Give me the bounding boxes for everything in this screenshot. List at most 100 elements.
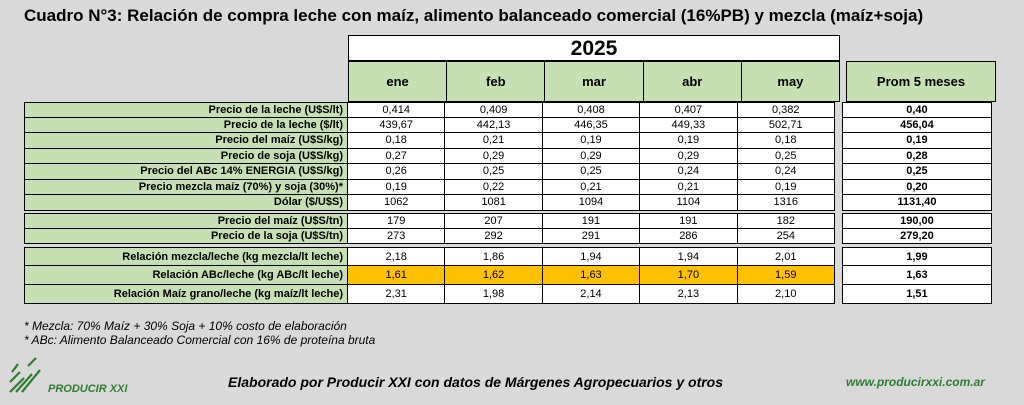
value-cell: 0,27: [347, 147, 446, 164]
price-group: Precio de la leche (U$S/lt) 0,414 0,409 0,4…: [24, 102, 992, 211]
row-label: Precio de la leche (U$S/lt): [24, 102, 348, 118]
value-cell: 0,19: [347, 178, 446, 195]
value-cell: 2,10: [736, 284, 835, 304]
row-label: Relación Maíz grano/leche (kg maíz/lt le…: [24, 284, 348, 304]
value-cell: 1,61: [347, 265, 446, 285]
value-cell: 0,22: [444, 178, 543, 195]
year-header: 2025: [348, 35, 840, 61]
month-header: mar: [544, 61, 644, 102]
average-cell: 0,25: [841, 163, 992, 180]
website-link[interactable]: www.producirxxi.com.ar: [846, 375, 985, 389]
logo-text: PRODUCIR XXI: [48, 383, 128, 395]
average-cell: 1,51: [841, 284, 992, 304]
row-label: Precio del maíz (U$S/kg): [24, 132, 348, 149]
average-header: Prom 5 meses: [846, 61, 996, 102]
row-label: Precio de la soja (U$S/tn): [24, 227, 348, 244]
row-label: Precio del ABc 14% ENERGIA (U$S/kg): [24, 163, 348, 180]
value-cell: 0,18: [736, 132, 835, 149]
value-cell: 1,86: [444, 247, 543, 266]
column-gap: [835, 247, 842, 266]
table-row: Precio mezcla maíz (70%) y soja (30%)* 0,…: [24, 178, 992, 196]
average-cell: 0,28: [841, 147, 992, 164]
month-header: abr: [642, 61, 742, 102]
value-cell: 1316: [736, 194, 835, 211]
value-cell: 0,21: [541, 178, 641, 195]
average-cell: 190,00: [841, 213, 992, 229]
value-cell: 2,13: [639, 284, 738, 304]
column-gap: [835, 213, 842, 229]
month-header: may: [740, 61, 841, 102]
column-gap: [835, 285, 842, 304]
value-cell: 502,71: [736, 116, 835, 133]
table-row: Precio del ABc 14% ENERGIA (U$S/kg) 0,26 0…: [24, 163, 992, 180]
value-cell: 439,67: [347, 116, 446, 133]
value-cell: 2,31: [347, 284, 446, 304]
footnote-abc: * ABc: Alimento Balanceado Comercial con…: [24, 333, 376, 347]
value-cell: 2,18: [347, 247, 446, 266]
average-cell: 456,04: [841, 116, 992, 133]
ratio-group: Relación mezcla/leche (kg mezcla/lt lech…: [24, 247, 992, 304]
row-label: Precio de soja (U$S/kg): [24, 147, 348, 164]
row-label: Precio mezcla maíz (70%) y soja (30%)*: [24, 178, 348, 195]
value-cell: 1,98: [444, 284, 543, 304]
value-cell: 0,19: [541, 132, 641, 149]
value-cell: 1062: [347, 194, 446, 211]
month-header-row: ene feb mar abr may: [348, 61, 841, 102]
value-cell: 292: [444, 227, 543, 244]
footnote-mezcla: * Mezcla: 70% Maíz + 30% Soja + 10% cost…: [24, 319, 347, 333]
value-cell: 1104: [639, 194, 738, 211]
value-cell: 0,408: [541, 102, 641, 118]
value-cell: 0,29: [541, 147, 641, 164]
value-cell: 0,24: [639, 163, 738, 180]
value-cell: 0,19: [736, 178, 835, 195]
value-cell: 1094: [541, 194, 641, 211]
value-cell: 0,25: [444, 163, 543, 180]
average-cell: 279,20: [841, 227, 992, 244]
value-cell: 0,21: [444, 132, 543, 149]
value-cell: 207: [444, 213, 543, 229]
row-label: Dólar ($/U$S): [24, 194, 348, 211]
value-cell: 0,19: [639, 132, 738, 149]
value-cell: 291: [541, 227, 641, 244]
value-cell: 0,26: [347, 163, 446, 180]
table-row: Precio del maíz (U$S/tn) 179 207 191 191 182 1…: [24, 213, 992, 229]
value-cell: 0,382: [736, 102, 835, 118]
table-row: Dólar ($/U$S) 1062 1081 1094 1104 1316 1131,40: [24, 194, 992, 211]
producir-logo: [9, 357, 41, 393]
value-cell: 0,21: [639, 178, 738, 195]
value-cell: 1,94: [639, 247, 738, 266]
value-cell: 0,414: [347, 102, 446, 118]
row-label: Relación ABc/leche (kg ABc/lt leche): [24, 265, 348, 285]
source-footer: Elaborado por Producir XXI con datos de …: [228, 374, 724, 390]
column-gap: [835, 180, 842, 196]
column-gap: [835, 133, 842, 149]
value-cell: 0,25: [736, 147, 835, 164]
table-row: Relación Maíz grano/leche (kg maíz/lt le…: [24, 284, 992, 304]
row-label: Relación mezcla/leche (kg mezcla/lt lech…: [24, 247, 348, 266]
table-row: Precio de la soja (U$S/tn) 273 292 291 286 25…: [24, 227, 992, 244]
table-row: Precio del maíz (U$S/kg) 0,18 0,21 0,19 0,19…: [24, 132, 992, 149]
value-cell: 0,24: [736, 163, 835, 180]
average-cell: 0,40: [841, 102, 992, 118]
table-row: Precio de la leche (U$S/lt) 0,414 0,409 0,4…: [24, 102, 992, 118]
value-cell: 1,94: [541, 247, 641, 266]
table-row: Precio de la leche ($/lt) 439,67 442,13 446…: [24, 116, 992, 134]
column-gap: [835, 118, 842, 134]
average-cell: 0,20: [841, 178, 992, 195]
value-cell: 449,33: [639, 116, 738, 133]
average-cell: 0,19: [841, 132, 992, 149]
value-cell: 0,29: [639, 147, 738, 164]
value-cell: 182: [736, 213, 835, 229]
average-cell: 1131,40: [841, 194, 992, 211]
value-cell: 1,59: [736, 265, 835, 285]
value-cell: 2,14: [541, 284, 641, 304]
value-cell: 0,25: [541, 163, 641, 180]
value-cell: 446,35: [541, 116, 641, 133]
row-label: Precio del maíz (U$S/tn): [24, 213, 348, 229]
column-gap: [835, 266, 842, 285]
value-cell: 1,70: [639, 265, 738, 285]
table-row: Precio de soja (U$S/kg) 0,27 0,29 0,29 0,29 0…: [24, 147, 992, 164]
average-cell: 1,99: [841, 247, 992, 266]
value-cell: 1,62: [444, 265, 543, 285]
value-cell: 0,18: [347, 132, 446, 149]
